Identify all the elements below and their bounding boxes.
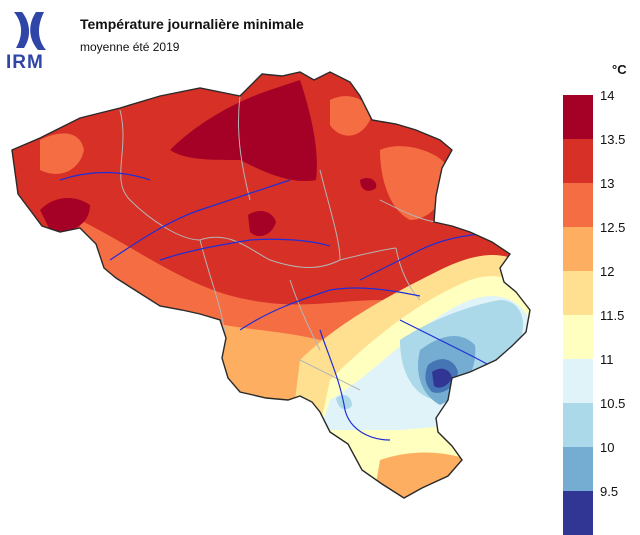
legend-tick-10: 10 — [600, 440, 615, 455]
legend-swatch-12.5-13 — [563, 183, 593, 227]
legend-swatch-below-9.5 — [563, 491, 593, 535]
legend-tick-12: 12 — [600, 264, 615, 279]
legend-tick-10.5: 10.5 — [600, 396, 626, 411]
irm-logo-icon — [14, 12, 46, 50]
map-title: Température journalière minimale — [80, 16, 304, 32]
legend-swatch-9.5-10 — [563, 447, 593, 491]
legend-colorbar — [563, 95, 593, 535]
legend-tick-13.5: 13.5 — [600, 132, 626, 147]
legend-unit: °C — [612, 62, 627, 77]
legend-swatch-12-12.5 — [563, 227, 593, 271]
irm-logo-text: IRM — [6, 52, 44, 73]
belgium-temperature-map — [11, 71, 531, 499]
legend-swatch-10.5-11 — [563, 359, 593, 403]
map-subtitle: moyenne été 2019 — [80, 40, 180, 54]
legend-swatch-13.5-14 — [563, 95, 593, 139]
legend-tick-13: 13 — [600, 176, 615, 191]
legend-tick-11: 11 — [600, 352, 614, 367]
legend-tick-9.5: 9.5 — [600, 484, 619, 499]
legend-tick-11.5: 11.5 — [600, 308, 625, 323]
legend-swatch-10-10.5 — [563, 403, 593, 447]
legend-swatch-13-13.5 — [563, 139, 593, 183]
legend-tick-14: 14 — [600, 88, 615, 103]
legend-swatch-11.5-12 — [563, 271, 593, 315]
legend-swatch-11-11.5 — [563, 315, 593, 359]
legend-tick-12.5: 12.5 — [600, 220, 626, 235]
